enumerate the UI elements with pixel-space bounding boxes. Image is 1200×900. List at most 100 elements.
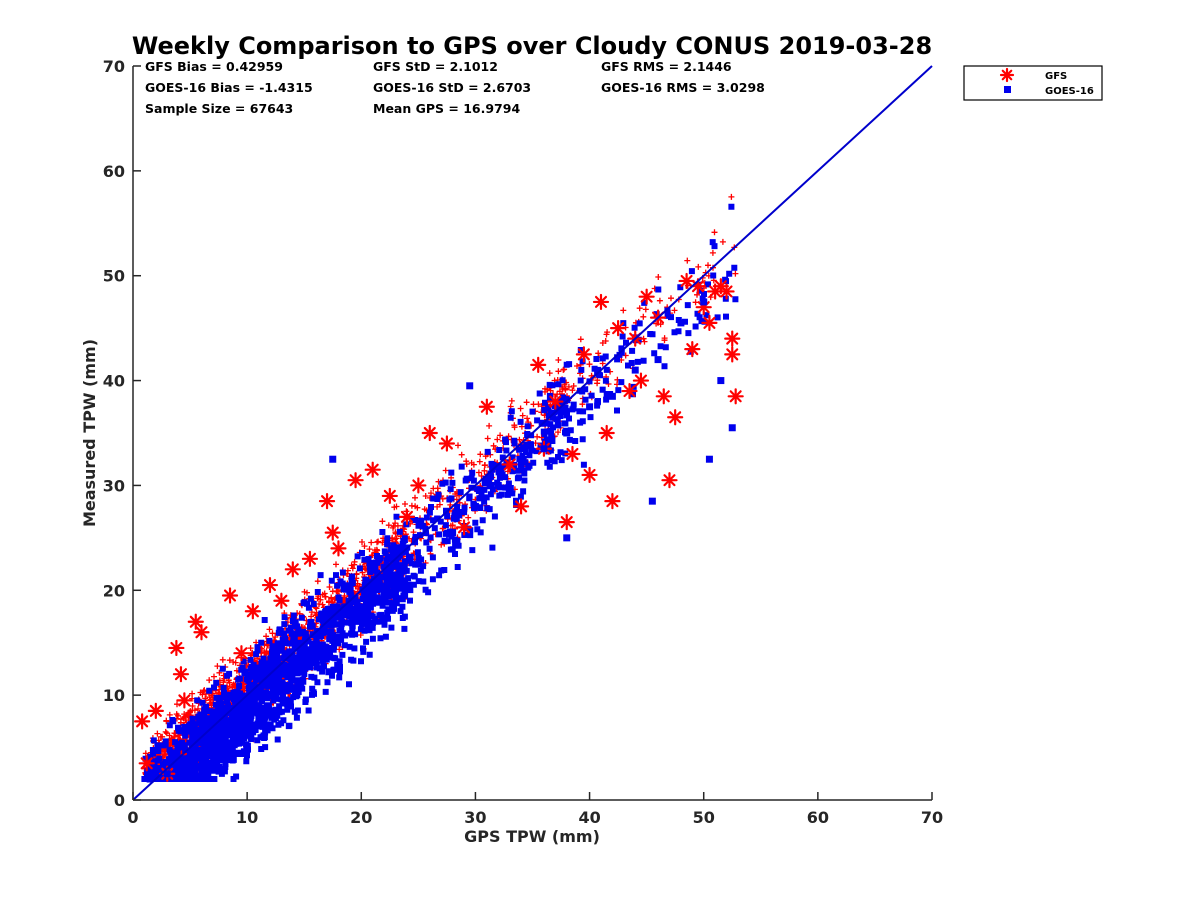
gfs-point — [410, 477, 427, 494]
goes16-std-stat: GOES-16 StD = 2.6703 — [373, 80, 531, 95]
gfs-point — [284, 561, 301, 578]
gfs-point — [512, 498, 530, 515]
gfs-point — [478, 398, 495, 415]
one-to-one-line — [132, 65, 933, 801]
x-tick-label: 50 — [693, 808, 715, 827]
goes16-point — [380, 586, 388, 594]
gfs-point — [176, 692, 193, 709]
gfs-point — [724, 330, 741, 347]
gfs-point — [581, 466, 598, 484]
plot-area — [132, 65, 933, 801]
gfs-point — [530, 356, 547, 373]
goes16-point — [648, 497, 656, 505]
goes16-point — [608, 392, 616, 400]
sample-size-stat: Sample Size = 67643 — [145, 101, 293, 116]
goes16-point — [186, 759, 194, 767]
gfs-std-stat: GFS StD = 2.1012 — [373, 59, 498, 74]
x-tick-label: 40 — [578, 808, 600, 827]
goes16-point — [334, 633, 342, 641]
legend-gfs-asterisk-icon — [999, 67, 1015, 83]
goes16-point — [586, 403, 594, 411]
x-axis-label: GPS TPW (mm) — [464, 827, 600, 846]
goes16-rms-stat: GOES-16 RMS = 3.0298 — [601, 80, 765, 95]
goes16-point — [677, 319, 685, 327]
gfs-point — [598, 424, 615, 442]
gfs-point — [381, 487, 398, 505]
gfs-point — [438, 435, 455, 452]
gfs-point — [575, 346, 592, 363]
goes16-point — [449, 529, 457, 537]
goes16-point — [654, 356, 662, 364]
legend: GFS GOES-16 — [963, 65, 1103, 101]
gfs-point — [398, 508, 416, 525]
goes16-point — [266, 691, 274, 699]
gfs-point — [655, 388, 672, 405]
gfs-point — [718, 283, 735, 300]
gfs-point — [168, 639, 185, 657]
y-tick-label: 70 — [103, 57, 125, 76]
y-axis-label: Measured TPW (mm) — [80, 339, 99, 527]
mean-gps-stat: Mean GPS = 16.9794 — [373, 101, 520, 116]
goes16-bias-stat: GOES-16 Bias = -1.4315 — [145, 80, 313, 95]
x-tick-label: 70 — [921, 808, 943, 827]
goes16-point — [232, 717, 240, 725]
y-tick-label: 60 — [103, 162, 125, 181]
gfs-point — [172, 666, 190, 683]
gfs-point — [547, 393, 564, 410]
goes16-point — [700, 298, 708, 306]
gfs-rms-stat: GFS RMS = 2.1446 — [601, 59, 732, 74]
goes16-point — [517, 460, 525, 468]
gfs-point — [678, 272, 695, 290]
gfs-point — [604, 493, 621, 510]
gfs-point — [638, 288, 655, 305]
goes16-point — [717, 377, 725, 385]
goes16-point-cloud — [141, 203, 739, 783]
goes16-point — [209, 738, 217, 746]
goes16-point — [146, 775, 154, 783]
axes: 0 10 20 30 40 50 60 70 0 10 20 30 40 50 60 70 — [103, 57, 943, 827]
gfs-point — [610, 320, 627, 337]
gfs-point — [193, 624, 210, 641]
gfs-point — [244, 603, 261, 620]
y-tick-label: 10 — [103, 686, 125, 705]
legend-gfs-asterisk-mark — [999, 67, 1015, 83]
goes16-point — [329, 455, 337, 463]
y-tick-label: 0 — [114, 791, 125, 810]
gfs-point — [564, 445, 581, 463]
gfs-bias-stat: GFS Bias = 0.42959 — [145, 59, 283, 74]
goes16-point — [414, 560, 422, 568]
y-tick-label: 40 — [103, 372, 125, 391]
gfs-point — [301, 550, 319, 567]
gfs-point — [421, 424, 438, 442]
gfs-point — [138, 755, 155, 772]
x-tick-label: 60 — [807, 808, 829, 827]
y-tick-label: 20 — [103, 581, 125, 600]
legend-goes16-square-icon — [1004, 86, 1011, 93]
stats-block: GFS Bias = 0.42959 GFS StD = 2.1012 GFS … — [145, 59, 765, 116]
x-tick-label: 20 — [350, 808, 372, 827]
y-tick-label: 30 — [103, 476, 125, 495]
gfs-point — [233, 645, 250, 662]
x-tick-label: 0 — [127, 808, 138, 827]
gfs-point — [724, 346, 741, 363]
gfs-point — [727, 388, 744, 405]
gfs-point — [455, 519, 473, 536]
legend-box — [963, 65, 1103, 101]
goes16-point — [705, 455, 713, 463]
goes16-point — [163, 770, 171, 778]
goes16-point — [494, 481, 502, 489]
goes16-point — [563, 429, 571, 437]
gfs-point — [261, 576, 279, 594]
gfs-point — [330, 540, 347, 557]
gfs-point — [147, 702, 164, 719]
gfs-point — [661, 472, 678, 489]
goes16-point — [300, 660, 308, 668]
gfs-point — [318, 493, 336, 510]
gfs-point — [324, 524, 341, 541]
gfs-point — [558, 514, 575, 531]
goes16-point — [466, 382, 474, 390]
gfs-point — [701, 314, 718, 331]
gfs-point — [134, 713, 151, 730]
goes16-point — [563, 534, 571, 542]
